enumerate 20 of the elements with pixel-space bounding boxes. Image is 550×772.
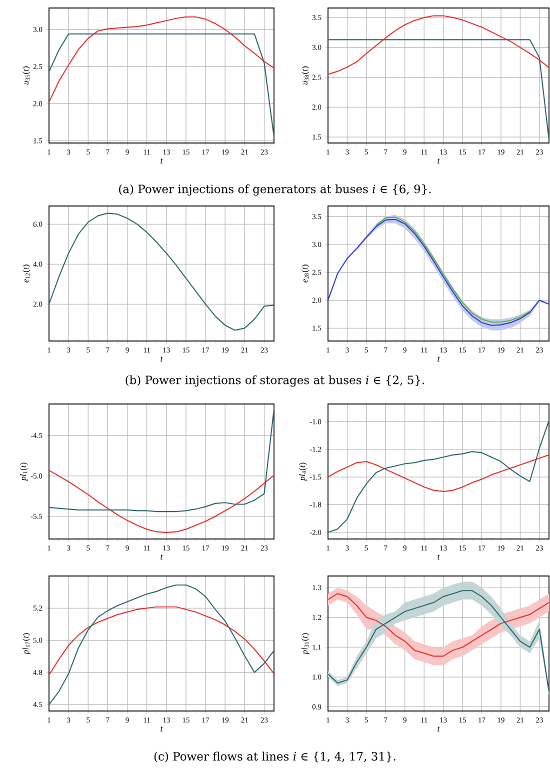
- line-series: [375, 216, 530, 323]
- text: (c) Power flows at lines i ∈ {1, 4, 17, 31}.: [154, 752, 396, 762]
- y-axis-title: pl$_{17}$(t): [22, 633, 30, 655]
- x-axis-title: t: [438, 356, 440, 362]
- x-axis-title: t: [438, 726, 440, 732]
- y-axis-title: e$_{12}$(t): [22, 264, 30, 282]
- y-axis-title: pl$_{1}$(t): [20, 462, 28, 482]
- y-axis-title: u$_{35}$(t): [22, 66, 30, 85]
- x-axis-title: t: [438, 554, 440, 560]
- y-axis-title: pl$_{4}$(t): [299, 462, 307, 482]
- text: (b) Power injections of storages at buses i ∈ {2, 5}.: [126, 375, 424, 387]
- y-axis-title: u$_{38}$(t): [302, 66, 310, 85]
- x-axis-title: t: [160, 554, 163, 560]
- text: (a) Power injections of generators at buses i ∈ {6, 9}.: [119, 184, 431, 196]
- y-axis-title: pl$_{31}$(t): [302, 633, 310, 655]
- y-axis-title: e$_{28}$(t): [302, 264, 310, 282]
- x-axis-title: t: [160, 726, 163, 732]
- x-axis-title: t: [160, 356, 163, 362]
- x-axis-title: t: [438, 158, 440, 164]
- x-axis-title: t: [160, 158, 163, 164]
